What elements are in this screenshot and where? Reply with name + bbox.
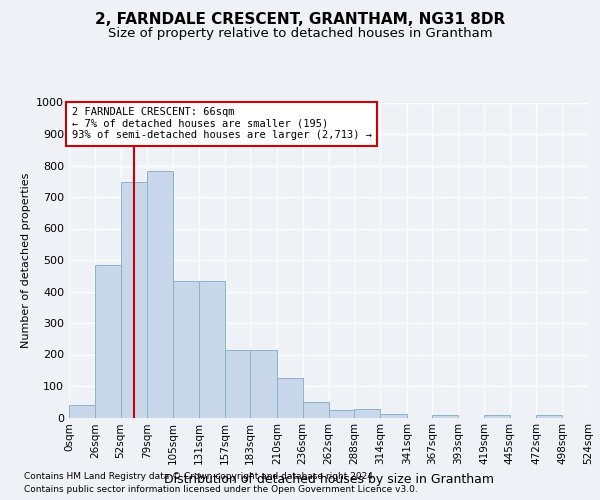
- Text: Size of property relative to detached houses in Grantham: Size of property relative to detached ho…: [107, 28, 493, 40]
- Bar: [433, 415, 458, 418]
- Bar: [380, 414, 407, 418]
- Bar: [121, 182, 147, 418]
- Bar: [199, 281, 224, 417]
- Y-axis label: Number of detached properties: Number of detached properties: [20, 172, 31, 348]
- Bar: [354, 408, 380, 418]
- Bar: [277, 378, 303, 418]
- Text: Contains HM Land Registry data © Crown copyright and database right 2024.: Contains HM Land Registry data © Crown c…: [24, 472, 376, 481]
- Bar: [536, 416, 562, 418]
- X-axis label: Distribution of detached houses by size in Grantham: Distribution of detached houses by size …: [163, 473, 493, 486]
- Bar: [484, 415, 510, 418]
- Text: 2 FARNDALE CRESCENT: 66sqm
← 7% of detached houses are smaller (195)
93% of semi: 2 FARNDALE CRESCENT: 66sqm ← 7% of detac…: [71, 107, 371, 140]
- Bar: [69, 405, 95, 417]
- Text: 2, FARNDALE CRESCENT, GRANTHAM, NG31 8DR: 2, FARNDALE CRESCENT, GRANTHAM, NG31 8DR: [95, 12, 505, 28]
- Bar: [173, 281, 199, 417]
- Bar: [303, 402, 329, 417]
- Bar: [250, 350, 277, 418]
- Bar: [95, 264, 121, 418]
- Bar: [147, 171, 173, 418]
- Bar: [224, 350, 250, 418]
- Bar: [329, 410, 354, 418]
- Text: Contains public sector information licensed under the Open Government Licence v3: Contains public sector information licen…: [24, 485, 418, 494]
